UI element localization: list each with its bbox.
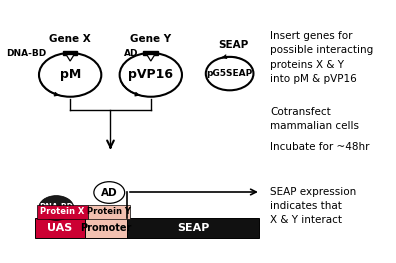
Bar bbox=[143, 52, 158, 54]
Polygon shape bbox=[66, 54, 74, 61]
Text: into pM & pVP16: into pM & pVP16 bbox=[270, 74, 357, 84]
Text: pM: pM bbox=[59, 68, 81, 81]
Text: Promoter: Promoter bbox=[80, 223, 131, 233]
Text: proteins X & Y: proteins X & Y bbox=[270, 59, 344, 70]
Text: Gene Y: Gene Y bbox=[130, 34, 171, 44]
Text: mammalian cells: mammalian cells bbox=[270, 121, 359, 131]
Text: SEAP: SEAP bbox=[218, 40, 248, 50]
Text: X & Y interact: X & Y interact bbox=[270, 215, 342, 225]
Bar bbox=[35, 218, 84, 238]
Bar bbox=[63, 52, 78, 54]
Text: Incubate for ~48hr: Incubate for ~48hr bbox=[270, 142, 369, 152]
Text: AD: AD bbox=[101, 188, 118, 198]
Bar bbox=[127, 218, 259, 238]
Text: SEAP expression: SEAP expression bbox=[270, 187, 356, 197]
Text: SEAP: SEAP bbox=[177, 223, 209, 233]
Text: UAS: UAS bbox=[47, 223, 72, 233]
Text: Protein Y: Protein Y bbox=[88, 208, 131, 216]
Text: pG5SEAP: pG5SEAP bbox=[206, 69, 253, 78]
Bar bbox=[37, 205, 88, 219]
Circle shape bbox=[39, 196, 74, 220]
Bar bbox=[88, 205, 130, 219]
Text: possible interacting: possible interacting bbox=[270, 45, 373, 55]
Text: DNA-BD: DNA-BD bbox=[39, 204, 73, 213]
Circle shape bbox=[94, 182, 125, 203]
Text: Cotransfect: Cotransfect bbox=[270, 107, 331, 117]
Text: DNA-BD: DNA-BD bbox=[6, 49, 46, 58]
Polygon shape bbox=[147, 54, 155, 61]
Text: Protein X: Protein X bbox=[40, 208, 85, 216]
Text: pVP16: pVP16 bbox=[128, 68, 173, 81]
Text: indicates that: indicates that bbox=[270, 201, 342, 211]
Text: Insert genes for: Insert genes for bbox=[270, 31, 352, 41]
Text: AD: AD bbox=[124, 49, 138, 58]
Bar bbox=[84, 218, 127, 238]
Text: Gene X: Gene X bbox=[49, 34, 91, 44]
